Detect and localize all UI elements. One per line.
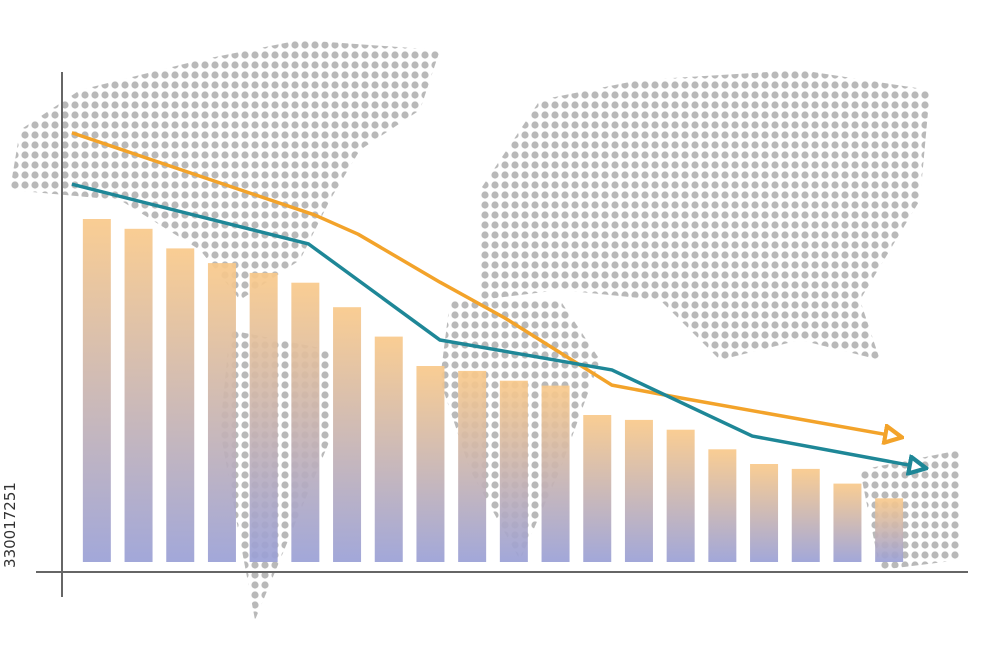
bar: [499, 380, 528, 562]
bar: [541, 385, 570, 562]
world-map: [10, 40, 960, 620]
bar: [249, 272, 278, 562]
watermark: 330017251: [1, 482, 19, 568]
bar: [458, 370, 487, 562]
bar: [833, 483, 862, 562]
bar: [374, 336, 403, 562]
bar: [166, 248, 195, 562]
bar: [791, 468, 820, 562]
bar: [124, 228, 153, 563]
bar: [82, 219, 111, 562]
bar: [291, 282, 320, 562]
bar: [207, 263, 236, 562]
bar: [708, 449, 737, 562]
bar: [624, 419, 653, 562]
trend-line: [71, 182, 924, 468]
bar: [583, 415, 612, 562]
bar: [875, 498, 904, 562]
lines: [71, 131, 924, 468]
bar: [333, 307, 362, 562]
bar: [750, 464, 779, 562]
bars: [82, 219, 904, 563]
bar: [416, 366, 445, 562]
bar: [666, 429, 695, 562]
